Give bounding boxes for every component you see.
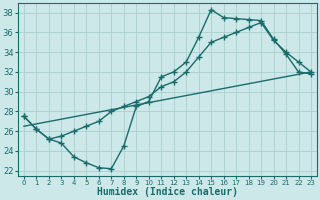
X-axis label: Humidex (Indice chaleur): Humidex (Indice chaleur) xyxy=(97,187,238,197)
